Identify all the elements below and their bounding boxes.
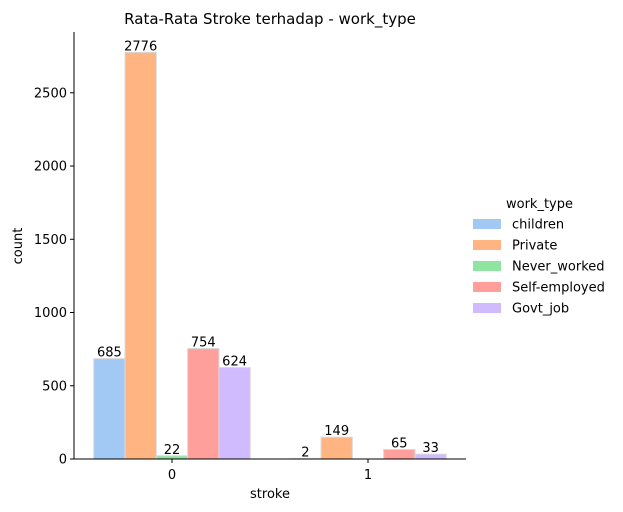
legend-swatch-never-worked	[473, 261, 501, 271]
y-tick-label: 1500	[34, 233, 67, 248]
x-axis-label: stroke	[250, 487, 290, 502]
legend-label-govt-job: Govt_job	[512, 302, 569, 317]
legend-label-self-employed: Self-employed	[512, 281, 605, 296]
legend-title: work_type	[506, 197, 573, 212]
y-axis: 0 500 1000 1500 2000 2500	[34, 32, 75, 468]
data-label-govt-job-stroke-1: 33	[422, 441, 439, 456]
bar-private-stroke-1	[320, 436, 353, 460]
legend-swatch-govt-job	[473, 303, 501, 313]
chart-title: Rata-Rata Stroke terhadap - work_type	[124, 10, 416, 29]
legend-label-private: Private	[512, 239, 557, 254]
legend-label-children: children	[512, 218, 564, 233]
y-tick-label: 2000	[34, 160, 67, 175]
data-label-children-stroke-0: 685	[97, 346, 122, 361]
data-labels-group: 685 2776 22 754 624 2 149 65 33	[97, 39, 439, 460]
bar-children-stroke-0	[93, 358, 126, 460]
data-label-never-worked-stroke-0: 22	[164, 443, 181, 458]
bar-private-stroke-0	[124, 51, 157, 460]
bar-govt-job-stroke-0	[218, 367, 251, 460]
data-label-private-stroke-0: 2776	[124, 39, 157, 54]
y-tick-label: 500	[42, 379, 67, 394]
legend-swatch-children	[473, 219, 501, 229]
x-tick-label: 0	[168, 468, 176, 483]
y-tick-label: 2500	[34, 86, 67, 101]
legend-swatch-private	[473, 240, 501, 250]
data-label-children-stroke-1: 2	[301, 446, 309, 461]
data-label-self-employed-stroke-0: 754	[191, 336, 216, 351]
bars-group	[93, 51, 447, 460]
legend-swatch-self-employed	[473, 282, 501, 292]
y-tick-label: 0	[59, 453, 67, 468]
data-label-self-employed-stroke-1: 65	[391, 436, 408, 451]
y-axis-label: count	[11, 228, 26, 265]
legend-label-never-worked: Never_worked	[512, 260, 605, 275]
bar-self-employed-stroke-0	[187, 348, 220, 460]
data-label-govt-job-stroke-0: 624	[222, 355, 247, 370]
y-tick-label: 1000	[34, 306, 67, 321]
x-tick-label: 1	[364, 468, 372, 483]
legend: work_type children Private Never_worked Sel…	[473, 197, 605, 317]
data-label-private-stroke-1: 149	[324, 424, 349, 439]
